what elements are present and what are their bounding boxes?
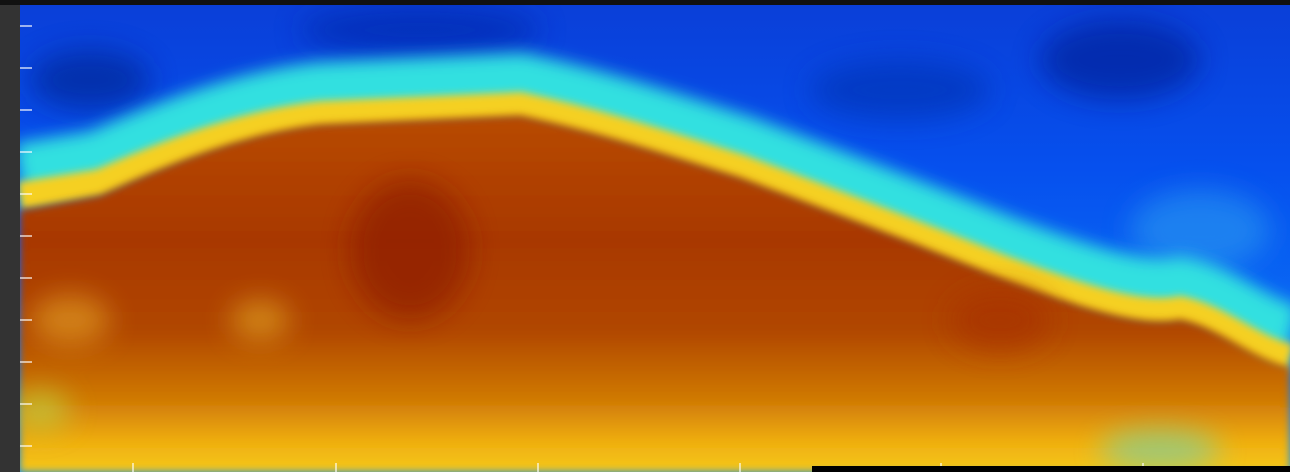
bottom-bar [812, 466, 1290, 472]
light-patch [30, 295, 110, 345]
orange-region [20, 115, 1290, 472]
left-ticks [20, 25, 32, 447]
dark-patch [300, 5, 540, 55]
top-frame [0, 0, 1290, 5]
cyan-boundary [20, 52, 1290, 374]
dark-patch [350, 180, 470, 320]
green-patch [20, 390, 70, 430]
yellow-boundary [20, 91, 1290, 372]
green-patch [1100, 430, 1220, 470]
dark-patch [30, 50, 150, 110]
blue-texture [30, 5, 1270, 270]
light-patch [230, 300, 290, 340]
left-frame [0, 0, 20, 472]
light-patch [1130, 190, 1270, 270]
dark-patch [810, 60, 990, 120]
orange-texture [20, 180, 1220, 470]
plot-area [20, 5, 1290, 472]
dark-patch [1040, 20, 1200, 100]
dark-patch [950, 290, 1050, 350]
